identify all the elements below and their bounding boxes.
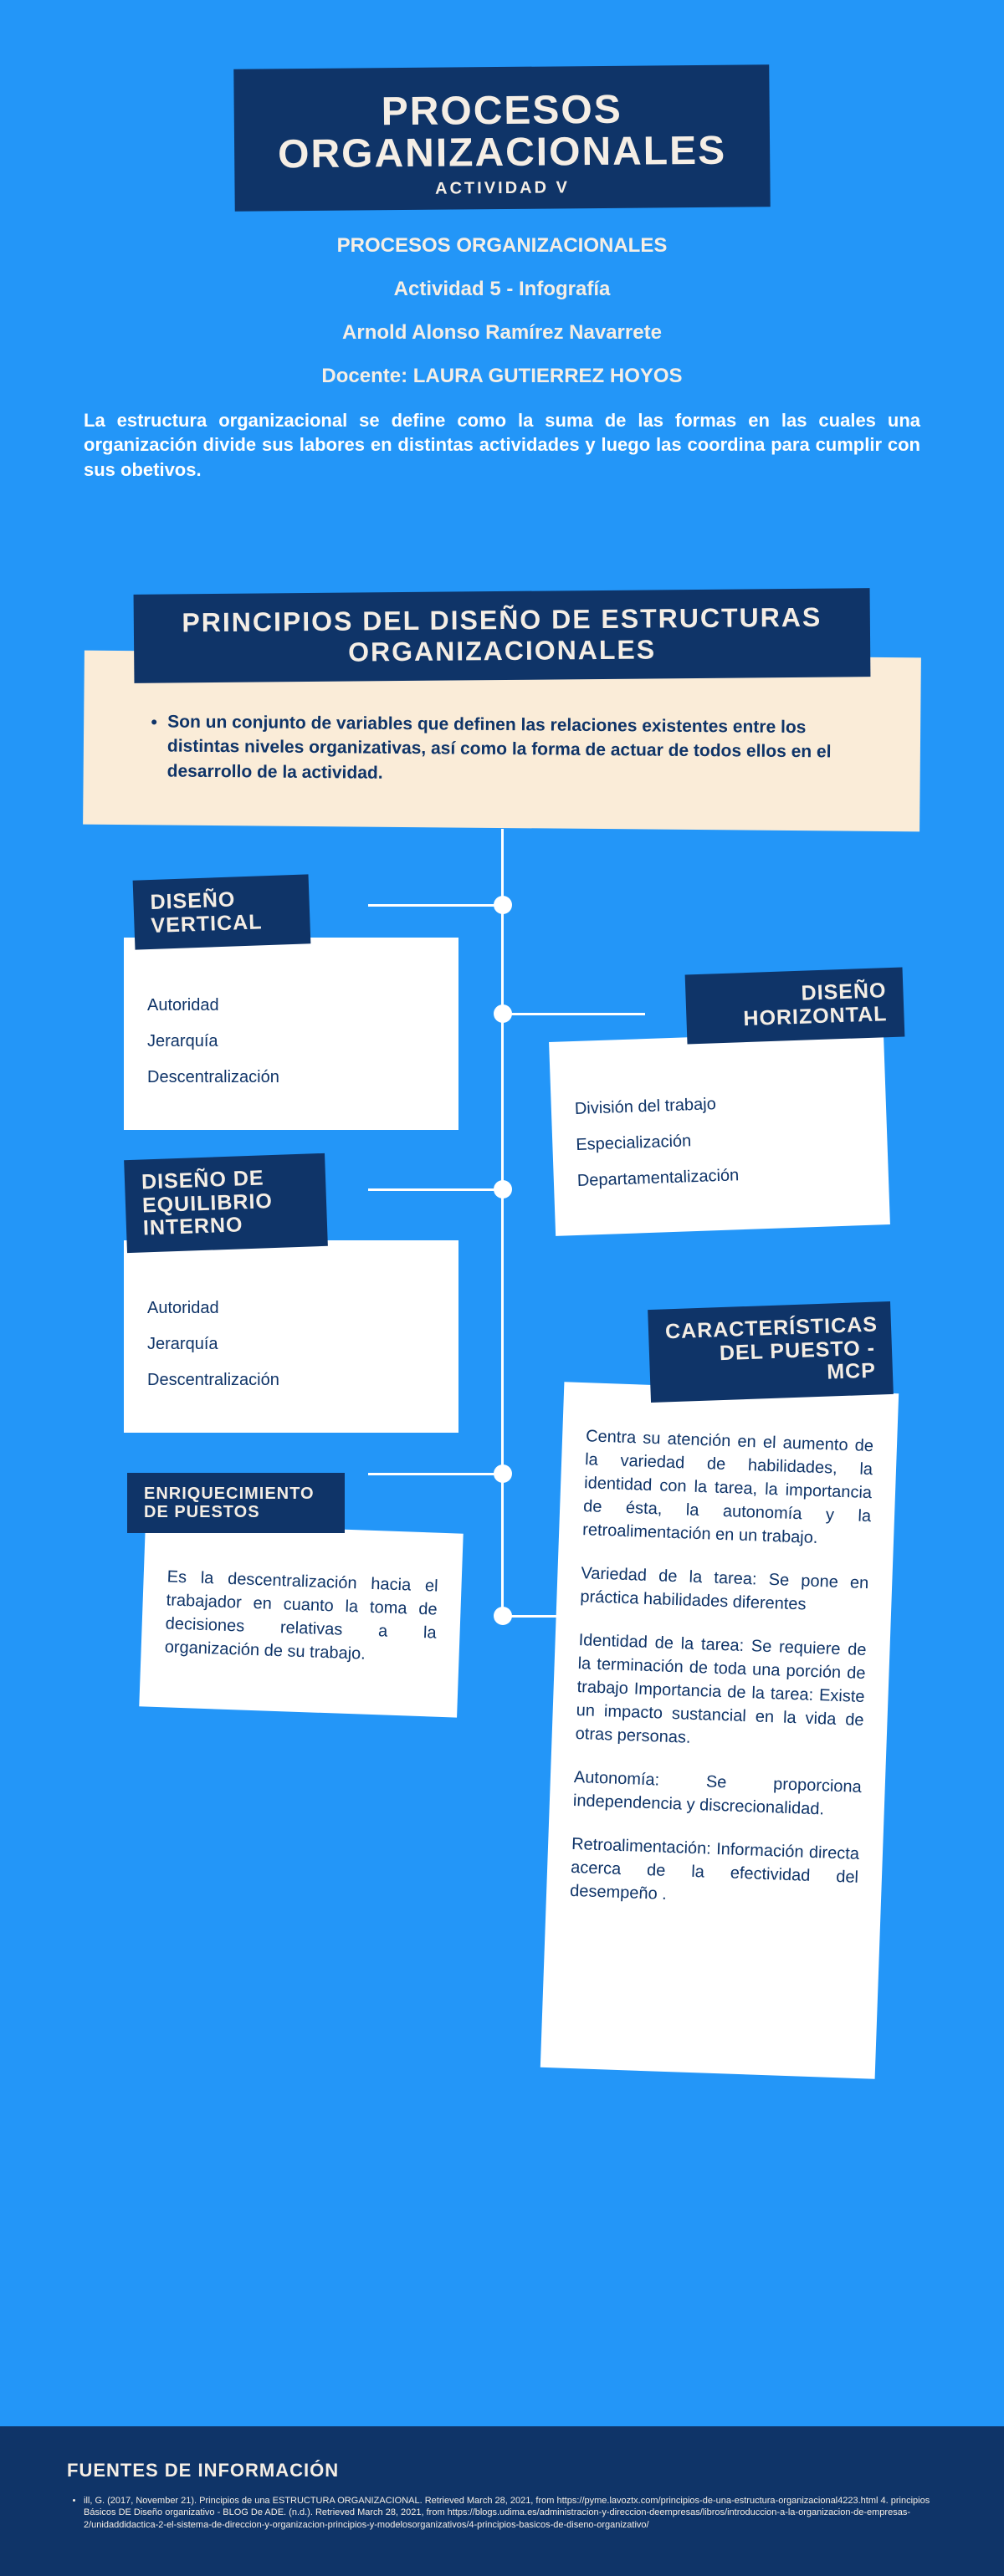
mcp-para-1: Variedad de la tarea: Se pone en práctic…: [580, 1561, 869, 1618]
header-block: PROCESOS ORGANIZACIONALES Actividad 5 - …: [0, 234, 1004, 388]
header-line-2: Actividad 5 - Infografía: [0, 278, 1004, 301]
horizontal-item-2: Departamentalización: [577, 1162, 866, 1191]
vertical-item-1: Jerarquía: [147, 1032, 435, 1051]
card-label-horizontal: DISEÑO HORIZONTAL: [685, 967, 905, 1044]
equilibrio-item-1: Jerarquía: [147, 1335, 435, 1354]
tree-diagram: DISEÑO VERTICAL Autoridad Jerarquía Desc…: [84, 829, 920, 2100]
tree-branch: [503, 1013, 645, 1015]
card-label-mcp: CARACTERÍSTICAS DEL PUESTO - MCP: [648, 1301, 894, 1403]
intro-paragraph: La estructura organizacional se define c…: [84, 408, 920, 483]
tree-branch: [368, 904, 502, 907]
horizontal-item-0: División del trabajo: [574, 1090, 863, 1119]
footer-heading: FUENTES DE INFORMACIÓN: [67, 2460, 937, 2481]
footer: FUENTES DE INFORMACIÓN ill, G. (2017, No…: [0, 2426, 1004, 2576]
card-body-enriquecimiento: Es la descentralización hacia el trabaja…: [139, 1522, 463, 1717]
vertical-item-2: Descentralización: [147, 1068, 435, 1087]
header-line-4: Docente: LAURA GUTIERREZ HOYOS: [0, 365, 1004, 388]
main-title: PROCESOS ORGANIZACIONALES: [278, 88, 726, 177]
card-label-enriquecimiento: ENRIQUECIMIENTO DE PUESTOS: [127, 1473, 345, 1533]
header-line-1: PROCESOS ORGANIZACIONALES: [0, 234, 1004, 258]
principles-banner: PRINCIPIOS DEL DISEÑO DE ESTRUCTURAS ORG…: [134, 588, 871, 682]
card-body-horizontal: División del trabajo Especialización Dep…: [549, 1030, 890, 1236]
tree-branch: [368, 1473, 502, 1475]
main-title-box: PROCESOS ORGANIZACIONALES ACTIVIDAD V: [233, 64, 770, 211]
equilibrio-item-0: Autoridad: [147, 1299, 435, 1318]
header-line-3: Arnold Alonso Ramírez Navarrete: [0, 321, 1004, 345]
card-label-vertical: DISEÑO VERTICAL: [133, 874, 311, 949]
mcp-para-3: Autonomía: Se proporciona independencia …: [572, 1766, 862, 1822]
principles-text: Son un conjunto de variables que definen…: [167, 710, 871, 790]
card-body-equilibrio: Autoridad Jerarquía Descentralización: [124, 1240, 458, 1433]
card-label-equilibrio: DISEÑO DE EQUILIBRIO INTERNO: [124, 1153, 328, 1252]
footer-source-0: ill, G. (2017, November 21). Principios …: [84, 2495, 937, 2531]
subtitle: ACTIVIDAD V: [251, 177, 753, 199]
equilibrio-item-2: Descentralización: [147, 1371, 435, 1390]
mcp-para-4: Retroalimentación: Información directa a…: [570, 1832, 860, 1913]
tree-spine: [501, 829, 504, 1615]
card-body-vertical: Autoridad Jerarquía Descentralización: [124, 938, 458, 1130]
enriquecimiento-text: Es la descentralización hacia el trabaja…: [164, 1565, 438, 1668]
tree-branch: [368, 1188, 502, 1191]
vertical-item-0: Autoridad: [147, 996, 435, 1015]
mcp-para-0: Centra su atención en el aumento de la v…: [582, 1424, 874, 1551]
mcp-para-2: Identidad de la tarea: Se requiere de la…: [575, 1628, 867, 1756]
horizontal-item-1: Especialización: [576, 1126, 864, 1155]
card-body-mcp: Centra su atención en el aumento de la v…: [540, 1382, 899, 2078]
